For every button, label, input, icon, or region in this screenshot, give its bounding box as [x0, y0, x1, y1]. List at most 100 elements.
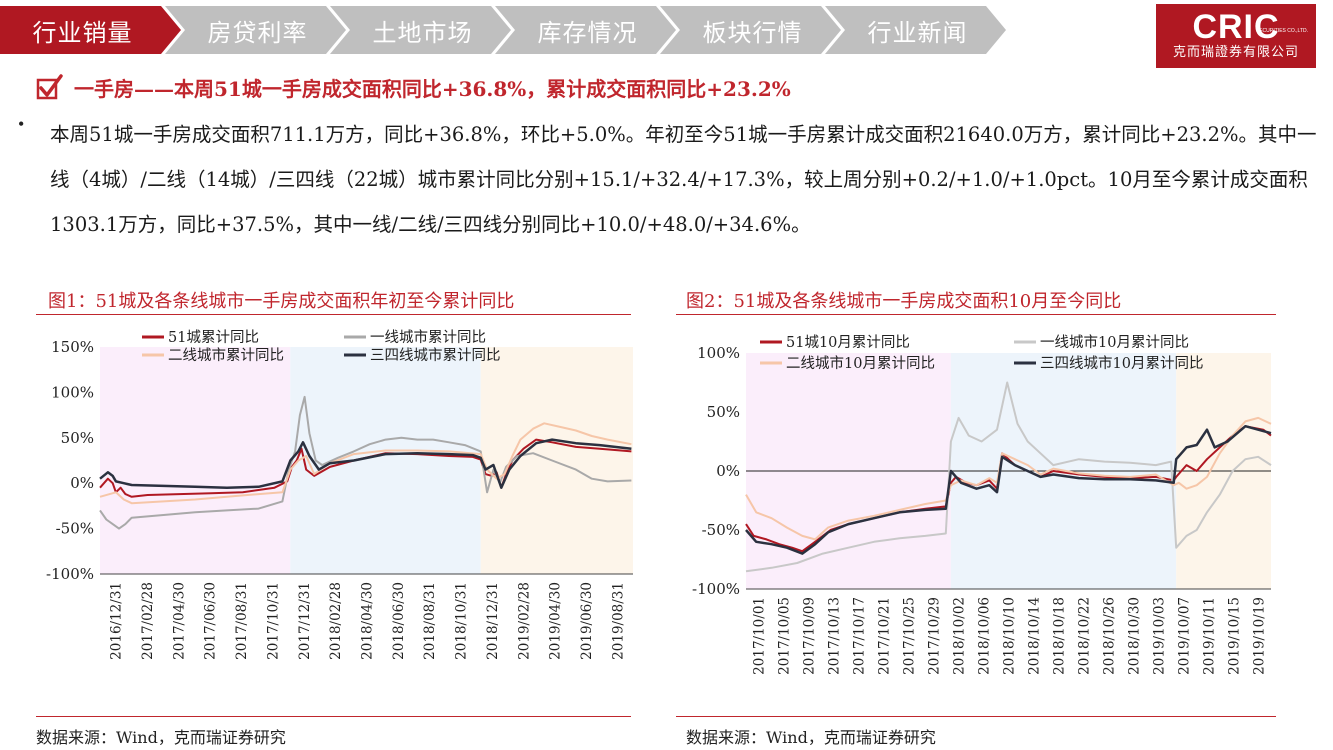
- x-tick-label: 2019/10/03: [1152, 597, 1168, 675]
- x-tick-label: 2018/10/02: [952, 597, 968, 675]
- figure1-source: 数据来源：Wind，克而瑞证券研究: [36, 728, 286, 747]
- x-tick-label: 2017/10/13: [827, 597, 843, 675]
- cric-logo: CRIC SECURITIES CO.,LTD. 克而瑞證券有限公司: [1156, 4, 1316, 68]
- y-tick-label: 50%: [707, 403, 740, 421]
- x-tick-label: 2017/10/29: [927, 597, 943, 675]
- x-tick-label: 2018/02/28: [328, 582, 344, 660]
- nav-tab-shape: [825, 6, 1006, 54]
- nav-tab[interactable]: 库存情况: [537, 18, 638, 47]
- shaded-band: [290, 347, 481, 574]
- x-tick-label: 2018/08/31: [422, 582, 438, 660]
- figure2-top-rule: [676, 314, 1276, 315]
- nav-tab-shape: [495, 6, 676, 54]
- legend-label: 三四线城市累计同比: [370, 347, 501, 364]
- x-tick-label: 2018/10/22: [1077, 597, 1093, 675]
- logo-sub-text: SECURITIES CO.,LTD.: [1255, 28, 1308, 34]
- nav-tab-shape: [330, 6, 511, 54]
- nav-tab[interactable]: 行业新闻: [867, 18, 968, 47]
- legend-label: 二线城市累计同比: [168, 347, 284, 364]
- series-line: [99, 438, 632, 489]
- x-tick-label: 2017/10/25: [902, 597, 918, 675]
- figure2-bottom-rule: [676, 716, 1276, 717]
- x-tick-label: 2018/10/06: [977, 597, 993, 675]
- legend-label: 三四线城市10月累计同比: [1040, 355, 1203, 372]
- figure2-title: 图2：51城及各条线城市一手房成交面积10月至今同比: [686, 291, 1122, 312]
- nav-tab-shape: [165, 6, 346, 54]
- series-line: [99, 422, 632, 505]
- nav-tab[interactable]: 土地市场: [372, 18, 473, 47]
- summary-text: 本周51城一手房成交面积711.1万方，同比+36.8%，环比+5.0%。年初至…: [50, 123, 1317, 236]
- y-tick-label: -50%: [56, 520, 94, 538]
- nav-tab-shape: [660, 6, 841, 54]
- x-tick-label: 2018/12/31: [485, 582, 501, 660]
- series-line: [745, 381, 1272, 573]
- x-tick-label: 2017/10/21: [877, 597, 893, 675]
- x-tick-label: 2019/10/19: [1252, 597, 1268, 675]
- y-tick-label: -50%: [702, 521, 740, 539]
- y-tick-label: 50%: [61, 429, 94, 447]
- checkbox-checked-icon: [36, 74, 63, 100]
- series-line: [745, 416, 1272, 541]
- x-tick-label: 2019/04/30: [548, 582, 564, 660]
- headline-text: 一手房——本周51城一手房成交面积同比+36.8%，累计成交面积同比+23.2%: [74, 76, 791, 101]
- x-tick-label: 2018/10/14: [1027, 597, 1043, 675]
- legend-label: 一线城市10月累计同比: [1040, 334, 1189, 351]
- y-tick-label: -100%: [692, 580, 740, 598]
- x-tick-label: 2019/10/11: [1202, 597, 1218, 675]
- figure1-title: 图1：51城及各条线城市一手房成交面积年初至今累计同比: [48, 291, 515, 312]
- x-tick-label: 2018/06/30: [391, 582, 407, 660]
- x-tick-label: 2017/04/30: [171, 582, 187, 660]
- x-tick-label: 2018/10/10: [1002, 597, 1018, 675]
- headline: 一手房——本周51城一手房成交面积同比+36.8%，累计成交面积同比+23.2%: [36, 74, 791, 101]
- top-nav: 行业销量 房贷利率 土地市场 库存情况 板块行情 行业新闻: [0, 0, 1030, 54]
- x-tick-label: 2018/10/18: [1052, 597, 1068, 675]
- nav-tab-shapes: [0, 6, 1006, 54]
- nav-tab[interactable]: 板块行情: [702, 18, 803, 47]
- x-tick-label: 2017/10/01: [752, 597, 768, 675]
- x-tick-label: 2018/04/30: [360, 582, 376, 660]
- y-tick-label: 100%: [51, 383, 94, 401]
- legend-label: 51城10月累计同比: [786, 334, 910, 351]
- x-tick-label: 2018/10/30: [1127, 597, 1143, 675]
- x-tick-label: 2017/02/28: [140, 582, 156, 660]
- x-tick-label: 2017/10/31: [265, 582, 281, 660]
- y-tick-label: 150%: [51, 338, 94, 356]
- legend-label: 51城累计同比: [168, 329, 259, 346]
- bullet-dot-icon: •: [18, 114, 25, 134]
- x-tick-label: 2017/10/05: [777, 597, 793, 675]
- y-tick-label: 0%: [70, 474, 94, 492]
- series-line: [745, 424, 1272, 555]
- x-tick-label: 2018/10/31: [454, 582, 470, 660]
- nav-tab-shape: [0, 6, 181, 54]
- shaded-band: [100, 347, 291, 574]
- chart2: 100% 50% 0% -50% -100% 2017/10/01 2017/10/05 20…: [692, 334, 1272, 675]
- x-tick-label: 2019/10/07: [1177, 597, 1193, 675]
- x-tick-label: 2017/10/09: [802, 597, 818, 675]
- x-tick-label: 2017/06/30: [203, 582, 219, 660]
- x-tick-label: 2017/08/31: [234, 582, 250, 660]
- x-tick-label: 2018/10/26: [1102, 597, 1118, 675]
- x-tick-label: 2016/12/31: [109, 582, 125, 660]
- logo-main-text: CRIC: [1192, 8, 1280, 46]
- x-tick-label: 2019/10/15: [1227, 597, 1243, 675]
- y-tick-label: -100%: [46, 565, 94, 583]
- x-tick-label: 2017/10/17: [852, 597, 868, 675]
- series-line: [99, 395, 632, 530]
- chart1: 150% 100% 50% 0% -50% -100% 2016/12/31 2017/02/…: [46, 329, 633, 660]
- logo-cn-text: 克而瑞證券有限公司: [1172, 45, 1299, 60]
- x-tick-label: 2017/12/31: [297, 582, 313, 660]
- nav-tab[interactable]: 行业销量: [32, 18, 133, 47]
- summary-bullet: • 本周51城一手房成交面积711.1万方，同比+36.8%，环比+5.0%。年…: [18, 112, 1318, 247]
- shaded-band: [480, 347, 633, 574]
- y-tick-label: 100%: [697, 344, 740, 362]
- legend-label: 二线城市10月累计同比: [786, 355, 935, 372]
- y-tick-label: 0%: [716, 462, 740, 480]
- figure2-source: 数据来源：Wind，克而瑞证券研究: [686, 728, 936, 747]
- x-tick-label: 2019/02/28: [516, 582, 532, 660]
- x-tick-label: 2019/06/30: [579, 582, 595, 660]
- figure1-bottom-rule: [36, 716, 631, 717]
- legend-label: 一线城市累计同比: [370, 329, 486, 346]
- nav-tab[interactable]: 房贷利率: [207, 18, 308, 47]
- figure1-top-rule: [36, 314, 631, 315]
- x-tick-label: 2019/08/31: [610, 582, 626, 660]
